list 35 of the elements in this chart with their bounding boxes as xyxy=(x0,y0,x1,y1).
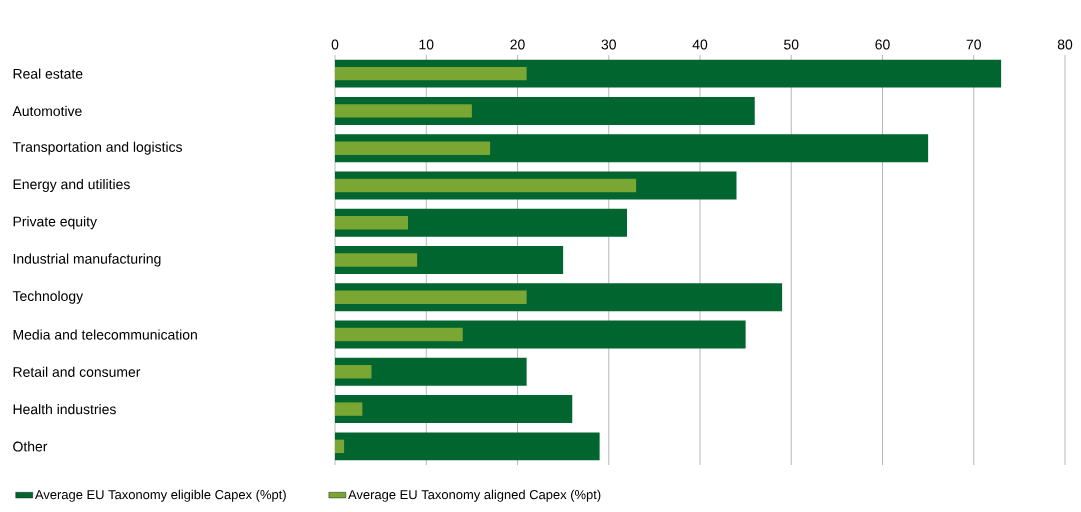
x-tick-label: 20 xyxy=(510,39,525,50)
x-tick-label: 70 xyxy=(966,39,981,50)
bar xyxy=(335,178,637,193)
bar xyxy=(335,290,527,304)
x-tick-label: 10 xyxy=(419,39,434,50)
y-tick-label: Health industries xyxy=(13,403,116,415)
bar xyxy=(335,439,345,454)
bar xyxy=(335,104,472,118)
bar xyxy=(335,216,408,230)
x-tick-label: 0 xyxy=(331,39,339,50)
x-tick-label: 50 xyxy=(784,39,799,50)
y-tick-label: Technology xyxy=(12,290,84,304)
bar xyxy=(335,395,573,424)
bar xyxy=(335,141,491,155)
y-tick-label: Media and telecommunication xyxy=(13,329,197,340)
y-tick-label: Retail and consumer xyxy=(13,366,141,377)
y-tick-label: Industrial manufacturing xyxy=(13,253,161,267)
x-tick-label: 60 xyxy=(875,39,890,50)
y-tick-label: Other xyxy=(13,441,48,452)
y-tick-label: Transportation and logistics xyxy=(12,141,183,155)
y-tick-label: Automotive xyxy=(12,105,82,117)
y-tick-label: Private equity xyxy=(13,216,97,230)
y-tick-label: Energy and utilities xyxy=(13,178,130,192)
legend-label: Average EU Taxonomy aligned Capex (%pt) xyxy=(348,489,601,502)
bar xyxy=(335,327,463,342)
bar xyxy=(335,253,418,267)
legend-label: Average EU Taxonomy eligible Capex (%pt) xyxy=(34,489,286,502)
y-tick-label: Real estate xyxy=(13,68,83,79)
bar xyxy=(335,365,372,379)
x-tick-label: 40 xyxy=(692,39,708,50)
x-tick-label: 30 xyxy=(601,39,616,50)
bar xyxy=(335,66,527,81)
bar xyxy=(335,432,600,461)
x-tick-label: 80 xyxy=(1057,39,1073,50)
bar xyxy=(335,402,363,416)
